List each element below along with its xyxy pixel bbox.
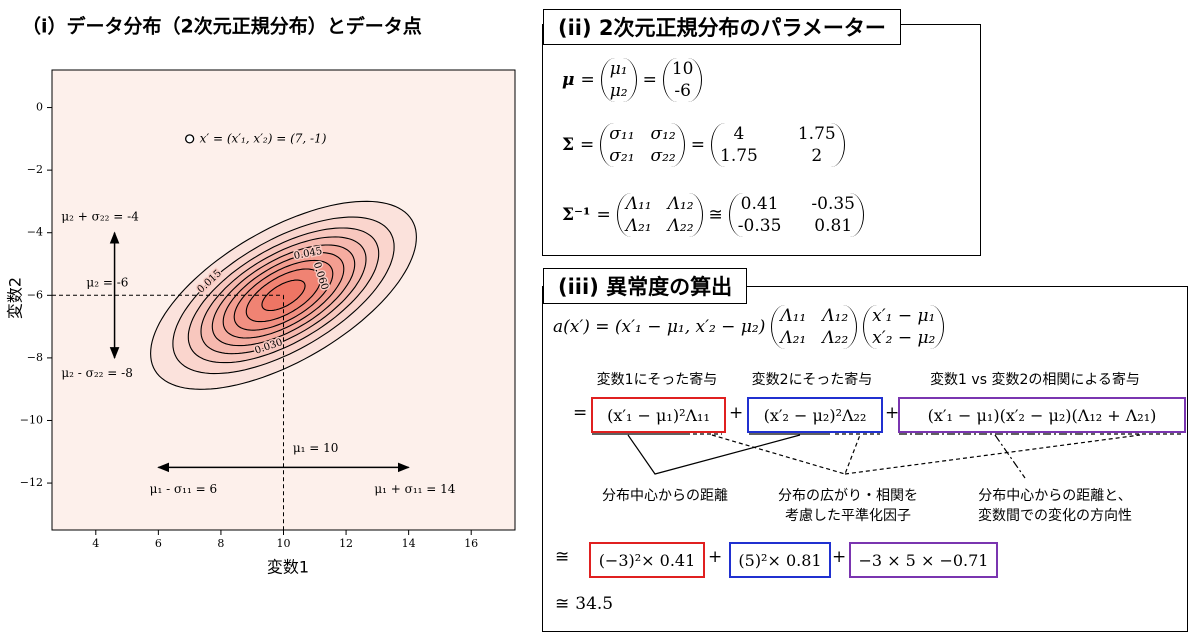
point-label: x′ = (x′₁, x′₂) = (7, -1): [200, 131, 327, 145]
value: 2: [811, 146, 823, 166]
value: 10: [671, 59, 694, 79]
value: 4: [733, 124, 745, 144]
entry: Λ₁₂: [667, 194, 694, 214]
formula-lhs: a(x′) = (x′₁ − μ₁, x′₂ − μ₂): [553, 317, 766, 337]
approx: ≅: [555, 547, 570, 567]
entry: σ₁₂: [650, 124, 676, 144]
sigma-row: Σ = σ₁₁ σ₁₂ σ₂₁ σ₂₂ = 4 1.75 1.75 2: [562, 123, 845, 167]
annotation: μ₂ - σ₂₂ = -8: [61, 366, 132, 380]
mu-row: μ = μ₁ μ₂ = 10 -6: [562, 58, 703, 102]
sigma-inv-row: Σ⁻¹ = Λ₁₁ Λ₁₂ Λ₂₁ Λ₂₂ ≅ 0.41 -0.35 -0.35 0.81: [562, 193, 865, 237]
y-axis-label: 変数2: [6, 277, 25, 319]
numeric-box: (−3)²× 0.41: [589, 542, 705, 578]
heading: 変数2にそった寄与: [751, 372, 873, 388]
symbol: Σ⁻¹: [562, 205, 591, 225]
matrix: 0.41 -0.35 -0.35 0.81: [728, 193, 865, 237]
y-tick-label: −10: [20, 413, 43, 426]
entry: Λ₂₂: [822, 328, 849, 348]
numeric-box: −3 × 5 × −0.71: [849, 542, 998, 578]
y-tick-label: −2: [27, 163, 43, 176]
equals: =: [690, 135, 705, 155]
entry: Λ₂₁: [625, 216, 652, 236]
entry: Λ₁₁: [780, 306, 807, 326]
symbol: μ: [562, 70, 575, 90]
matrix: Λ₁₁ Λ₁₂ Λ₂₁ Λ₂₂: [771, 305, 858, 349]
x-tick-label: 10: [277, 537, 291, 550]
plus: +: [832, 547, 847, 567]
x-axis-label: 変数1: [267, 558, 309, 577]
matrix: μ₁ μ₂: [600, 58, 637, 102]
value: -0.35: [737, 216, 782, 236]
annotation: μ₂ + σ₂₂ = -4: [61, 210, 139, 224]
term-box: (x′₂ − μ₂)²Λ₂₂: [747, 397, 883, 433]
plus: +: [729, 403, 744, 423]
result: 34.5: [575, 594, 614, 614]
value: 1.75: [720, 146, 758, 166]
matrix: 10 -6: [662, 58, 703, 102]
equals: =: [580, 70, 595, 90]
x-tick-label: 12: [339, 537, 353, 550]
value: -6: [674, 81, 691, 101]
plus: +: [708, 547, 723, 567]
x-tick-label: 16: [464, 537, 478, 550]
symbol: Σ: [562, 135, 575, 155]
entry: x′₂ − μ₂: [872, 328, 936, 348]
entry: μ₁: [609, 59, 628, 79]
heading: 変数1 vs 変数2の相関による寄与: [930, 372, 1140, 388]
approx: ≅: [555, 594, 570, 614]
vector: x′₁ − μ₁ x′₂ − μ₂: [863, 305, 945, 349]
y-tick-label: −4: [27, 226, 43, 239]
parameter-panel: [542, 24, 981, 256]
data-point: [184, 134, 195, 144]
annotation: μ₂ = -6: [86, 275, 128, 289]
equals: =: [573, 403, 588, 423]
term-box: (x′₁ − μ₁)(x′₂ − μ₂)(Λ₁₂ + Λ₂₁): [898, 397, 1186, 433]
note: 分布中心からの距離: [602, 488, 728, 504]
chart-title: （i）データ分布（2次元正規分布）とデータ点: [22, 15, 422, 38]
x-tick-label: 4: [92, 537, 99, 550]
entry: Λ₂₂: [667, 216, 694, 236]
value: -0.35: [811, 194, 856, 214]
note: 分布の広がり・相関を 考慮した平準化因子: [778, 488, 918, 524]
term-box: (x′₁ − μ₁)²Λ₁₁: [591, 397, 726, 433]
plus: +: [885, 403, 900, 423]
numeric-box: (5)²× 0.81: [729, 542, 831, 578]
x-tick-label: 6: [155, 537, 162, 550]
y-tick-label: −8: [27, 351, 43, 364]
entry: σ₁₁: [609, 124, 635, 144]
anomaly-title: (iii) 異常度の算出: [543, 268, 748, 304]
y-tick-label: −12: [20, 476, 43, 489]
annotation: μ₁ - σ₁₁ = 6: [150, 482, 217, 496]
heading: 変数1にそった寄与: [596, 372, 718, 388]
entry: σ₂₁: [609, 146, 635, 166]
entry: Λ₁₁: [625, 194, 652, 214]
parameter-title: (ii) 2次元正規分布のパラメーター: [543, 9, 901, 45]
equals: =: [596, 205, 611, 225]
entry: Λ₂₁: [780, 328, 807, 348]
value: 1.75: [797, 124, 836, 144]
entry: Λ₁₂: [822, 306, 849, 326]
matrix: Λ₁₁ Λ₁₂ Λ₂₁ Λ₂₂: [616, 193, 703, 237]
equals: =: [642, 70, 657, 90]
value: 0.81: [814, 216, 853, 236]
x-tick-label: 8: [217, 537, 224, 550]
value: 0.41: [740, 194, 779, 214]
formula-row: a(x′) = (x′₁ − μ₁, x′₂ − μ₂) Λ₁₁ Λ₁₂ Λ₂₁ Λ₂…: [553, 305, 945, 349]
entry: σ₂₂: [650, 146, 676, 166]
annotation: μ₁ = 10: [293, 441, 339, 455]
matrix: σ₁₁ σ₁₂ σ₂₁ σ₂₂: [600, 123, 685, 167]
x-tick-label: 14: [402, 537, 416, 550]
entry: μ₂: [609, 81, 628, 101]
entry: x′₁ − μ₁: [872, 306, 936, 326]
y-tick-label: 0: [36, 101, 43, 114]
annotation: μ₁ + σ₁₁ = 14: [374, 482, 455, 496]
result-row: ≅ 34.5: [555, 594, 613, 614]
equals: =: [580, 135, 595, 155]
y-tick-label: −6: [27, 288, 43, 301]
matrix: 4 1.75 1.75 2: [711, 123, 845, 167]
note: 分布中心からの距離と、 変数間での変化の方向性: [978, 488, 1132, 524]
approx: ≅: [708, 205, 723, 225]
